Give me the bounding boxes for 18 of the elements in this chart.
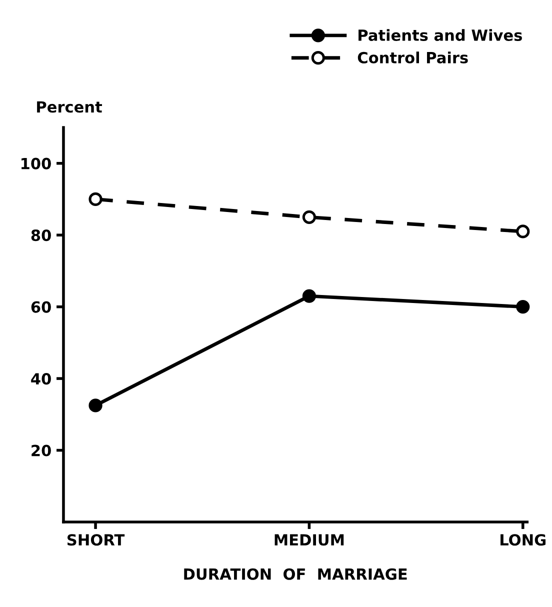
x-tick-label: LONG — [500, 534, 546, 546]
y-tick-label: 80 — [31, 230, 51, 242]
point — [302, 210, 316, 224]
x-axis-title: DURATION OF MARRIAGE — [184, 568, 407, 580]
x-tick-label: MEDIUM — [274, 534, 344, 546]
x-tick-label: SHORT — [67, 534, 125, 546]
point — [88, 192, 102, 206]
point — [302, 289, 316, 303]
point — [516, 224, 530, 238]
legend-label: Patients and Wives — [358, 29, 522, 41]
y-tick-label: 100 — [22, 158, 51, 170]
y-tick-label: 20 — [32, 444, 51, 456]
y-tick-label: 60 — [31, 301, 51, 313]
point — [516, 300, 530, 314]
point — [88, 398, 102, 412]
y-axis-title: Percent — [37, 101, 102, 113]
y-tick-label: 40 — [31, 373, 51, 385]
legend-label: Control Pairs — [358, 52, 468, 64]
